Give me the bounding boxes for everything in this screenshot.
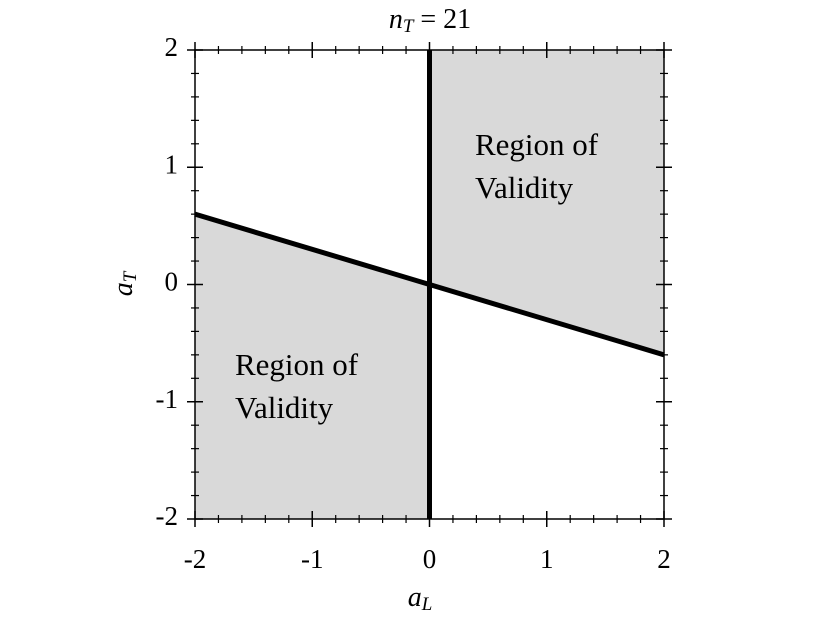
y-tick-label: 1 <box>165 149 179 179</box>
annotation: Validity <box>475 170 574 205</box>
y-tick-label: 2 <box>165 32 179 62</box>
y-axis-label: aT <box>108 270 141 296</box>
x-tick-label: 2 <box>657 544 671 574</box>
x-axis-label: aL <box>408 582 433 615</box>
y-tick-label: -2 <box>156 501 179 531</box>
annotation: Region of <box>475 127 599 162</box>
y-tick-label: -1 <box>156 384 179 414</box>
annotation: Validity <box>235 390 334 425</box>
x-tick-label: -2 <box>184 544 207 574</box>
y-tick-label: 0 <box>165 267 179 297</box>
x-tick-label: 0 <box>423 544 437 574</box>
annotation: Region of <box>235 347 359 382</box>
x-tick-label: 1 <box>540 544 554 574</box>
region <box>429 50 664 355</box>
x-tick-label: -1 <box>301 544 324 574</box>
chart-title: nT = 21 <box>389 4 471 37</box>
region <box>195 214 430 519</box>
